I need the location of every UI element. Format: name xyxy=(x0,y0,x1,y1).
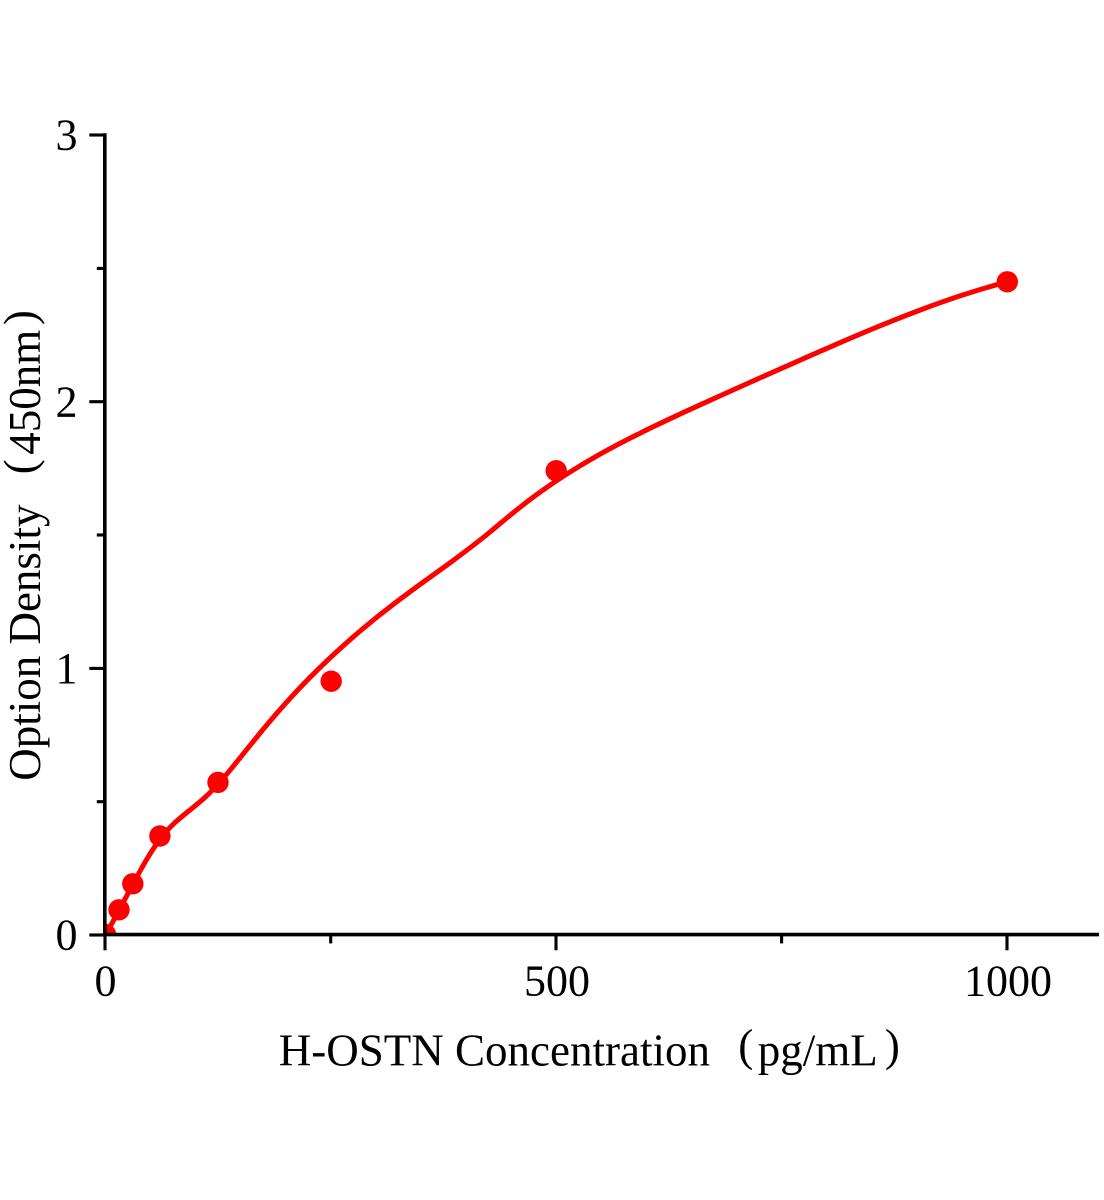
svg-text:Option Density: Option Density xyxy=(0,504,50,781)
svg-text:): ) xyxy=(885,1021,900,1071)
svg-text:3: 3 xyxy=(56,111,78,160)
svg-text:450nm: 450nm xyxy=(0,330,50,455)
svg-text:0: 0 xyxy=(56,911,78,960)
svg-text:1000: 1000 xyxy=(964,957,1052,1006)
svg-text:H-OSTN Concentration: H-OSTN Concentration xyxy=(279,1026,710,1076)
svg-text:): ) xyxy=(0,310,45,325)
svg-text:(: ( xyxy=(0,459,45,474)
svg-text:1: 1 xyxy=(56,644,78,693)
svg-text:(: ( xyxy=(738,1021,753,1071)
svg-text:500: 500 xyxy=(524,957,590,1006)
svg-text:pg/mL: pg/mL xyxy=(758,1026,878,1076)
svg-text:2: 2 xyxy=(56,377,78,426)
svg-text:0: 0 xyxy=(95,957,117,1006)
